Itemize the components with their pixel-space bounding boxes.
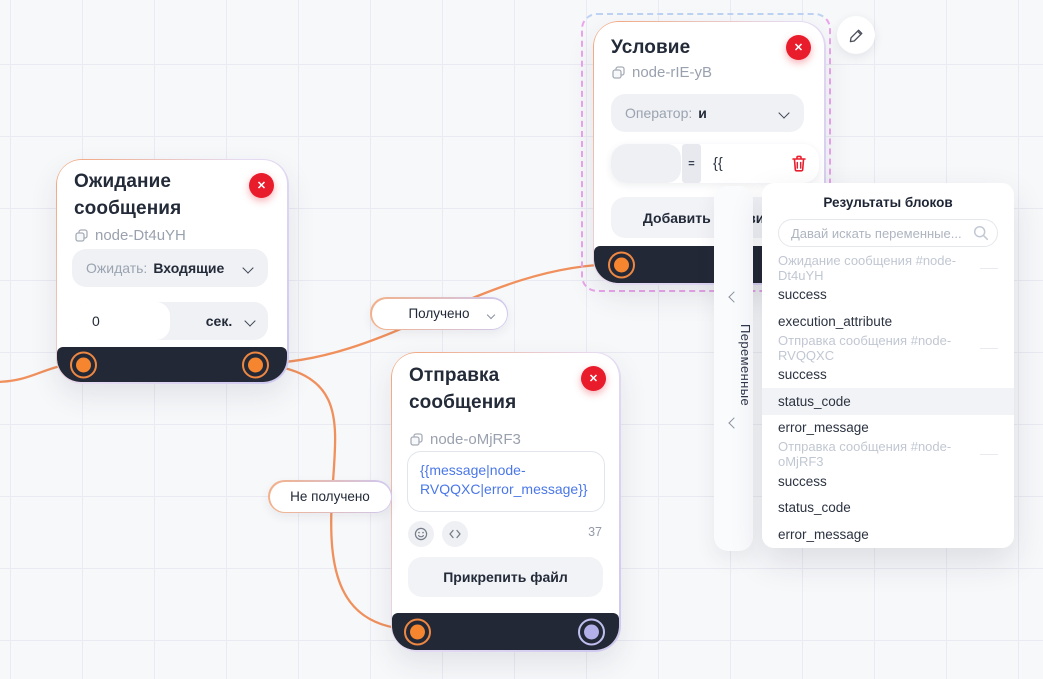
edge-label-text: Получено (408, 306, 470, 321)
output-port-left[interactable] (607, 251, 635, 278)
collapse-icon-bottom[interactable] (728, 417, 740, 429)
variable-group-header: Отправка сообщения #node-oMjRF3 (778, 439, 998, 469)
node-id-text: node-rIE-yB (632, 64, 713, 81)
delay-unit-select[interactable]: сек. (205, 313, 233, 329)
condition-variable-input[interactable] (611, 144, 681, 183)
close-node-button[interactable]: ✕ (249, 173, 274, 198)
output-port-right[interactable] (578, 618, 605, 645)
condition-operator-select[interactable]: = (682, 144, 701, 183)
pencil-icon (849, 29, 862, 42)
variables-tab-label: Переменные (738, 323, 753, 407)
node-title: Ожидание сообщения (74, 171, 182, 219)
operator-value: и (698, 105, 707, 121)
node-send-message[interactable]: Отправка сообщения ✕ node-oMjRF3 {{messa… (390, 351, 621, 652)
copy-icon[interactable] (612, 66, 625, 79)
copy-icon[interactable] (410, 433, 423, 446)
input-port-left[interactable] (70, 351, 97, 378)
node-wait-message[interactable]: Ожидание сообщения ✕ node-Dt4uYH Ожидать… (55, 158, 289, 384)
code-icon (449, 529, 461, 539)
condition-value-input[interactable]: {{ (713, 155, 723, 172)
node-id-text: node-Dt4uYH (95, 227, 186, 244)
chevron-down-icon (242, 262, 254, 274)
trash-icon[interactable] (790, 154, 808, 173)
variable-item[interactable]: success (778, 287, 827, 303)
variable-group-header: Ожидание сообщения #node-Dt4uYH (778, 253, 998, 283)
condition-row: = {{ (611, 144, 819, 183)
variables-list: Ожидание сообщения #node-Dt4uYH success … (762, 253, 1014, 548)
wait-type-value: Входящие (153, 260, 225, 276)
node-footer (57, 347, 287, 382)
copy-icon[interactable] (75, 229, 88, 242)
variable-item-highlighted[interactable]: status_code (762, 387, 1014, 415)
smiley-icon (414, 527, 428, 541)
delay-row: 0 сек. (77, 302, 268, 340)
chevron-down-icon (778, 107, 790, 119)
collapse-icon-top[interactable] (728, 291, 740, 303)
edge-label-text: Не получено (290, 489, 370, 504)
node-footer (392, 613, 619, 650)
variable-item[interactable]: error_message (778, 526, 869, 542)
variable-item[interactable]: status_code (778, 500, 851, 516)
node-title: Условие (611, 37, 691, 58)
variable-item[interactable]: success (778, 367, 827, 383)
close-node-button[interactable]: ✕ (581, 366, 606, 391)
close-node-button[interactable]: ✕ (786, 35, 811, 60)
variables-tab[interactable]: Переменные (714, 186, 753, 551)
wait-type-select[interactable]: Ожидать: Входящие (72, 249, 268, 287)
variable-item[interactable]: error_message (778, 420, 869, 436)
selection-rect (581, 13, 831, 292)
operator-label: Оператор: (625, 105, 693, 121)
output-port-right[interactable] (242, 351, 269, 378)
node-id-text: node-oMjRF3 (430, 431, 521, 448)
node-title: Отправка сообщения (409, 365, 517, 413)
variable-item[interactable]: execution_attribute (778, 313, 893, 329)
output-port-left[interactable] (404, 618, 431, 645)
panel-title: Результаты блоков (823, 195, 953, 210)
operator-select[interactable]: Оператор: и (611, 94, 804, 132)
message-text-input[interactable]: {{message|node-RVQQXC|error_message}} (407, 451, 605, 512)
wait-type-label: Ожидать: (86, 260, 148, 276)
search-icon (973, 225, 989, 241)
variable-item[interactable]: success (778, 473, 827, 489)
edge-label-not-received[interactable]: Не получено (268, 480, 392, 513)
emoji-button[interactable] (408, 521, 434, 547)
variable-group-header: Отправка сообщения #node-RVQQXC (778, 333, 998, 363)
code-button[interactable] (442, 521, 468, 547)
block-results-panel: Результаты блоков Ожидание сообщения #no… (762, 183, 1014, 548)
chevron-down-icon (486, 310, 495, 319)
attach-file-button[interactable]: Прикрепить файл (408, 557, 603, 597)
edge-label-received[interactable]: Получено (370, 297, 508, 330)
variables-search-input[interactable] (778, 219, 998, 247)
edit-button[interactable] (837, 16, 875, 54)
char-count: 37 (588, 525, 602, 539)
delay-input[interactable]: 0 (77, 302, 170, 340)
